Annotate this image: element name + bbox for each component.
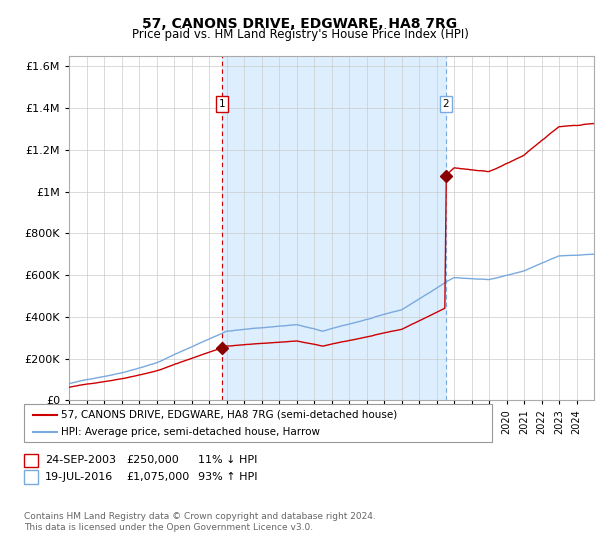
Text: 24-SEP-2003: 24-SEP-2003	[45, 455, 116, 465]
Bar	[222, 56, 446, 400]
Text: 11% ↓ HPI: 11% ↓ HPI	[198, 455, 257, 465]
Text: 57, CANONS DRIVE, EDGWARE, HA8 7RG (semi-detached house): 57, CANONS DRIVE, EDGWARE, HA8 7RG (semi…	[61, 410, 397, 420]
Text: £250,000: £250,000	[126, 455, 179, 465]
Text: 2: 2	[443, 99, 449, 109]
Text: 93% ↑ HPI: 93% ↑ HPI	[198, 472, 257, 482]
Text: 1: 1	[28, 455, 35, 465]
Text: 57, CANONS DRIVE, EDGWARE, HA8 7RG: 57, CANONS DRIVE, EDGWARE, HA8 7RG	[142, 17, 458, 31]
Text: Price paid vs. HM Land Registry's House Price Index (HPI): Price paid vs. HM Land Registry's House …	[131, 28, 469, 41]
Text: 2: 2	[28, 472, 35, 482]
Text: £1,075,000: £1,075,000	[126, 472, 189, 482]
Text: 1: 1	[218, 99, 225, 109]
Text: Contains HM Land Registry data © Crown copyright and database right 2024.
This d: Contains HM Land Registry data © Crown c…	[24, 512, 376, 532]
Text: 19-JUL-2016: 19-JUL-2016	[45, 472, 113, 482]
Text: HPI: Average price, semi-detached house, Harrow: HPI: Average price, semi-detached house,…	[61, 427, 320, 437]
